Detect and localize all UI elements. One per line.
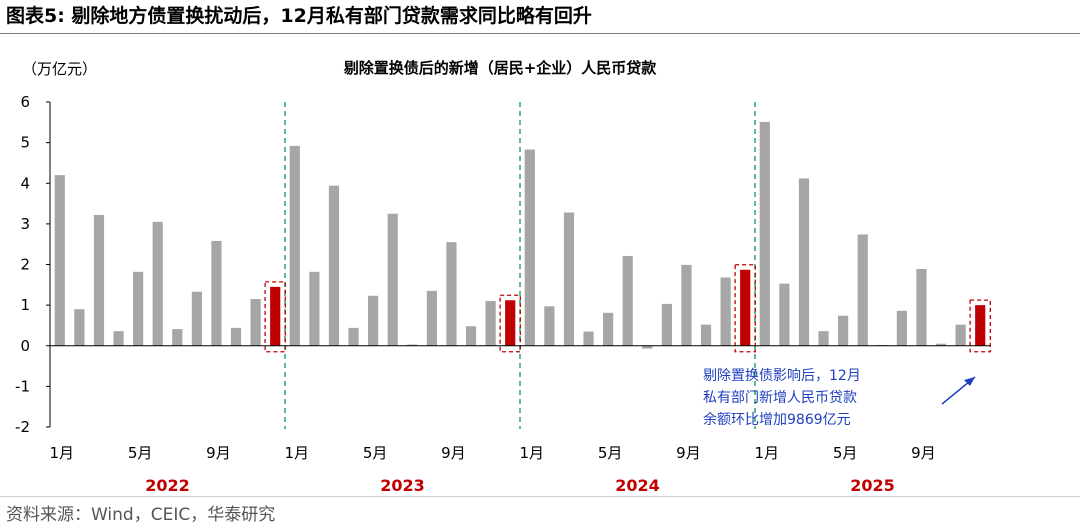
x-tick-label: 5月 (128, 444, 153, 462)
year-label: 2023 (380, 476, 425, 495)
bar (779, 283, 790, 346)
footer-divider (0, 496, 1080, 497)
bar (113, 331, 124, 346)
bar-highlight (505, 300, 516, 346)
bar (896, 310, 907, 346)
y-tick-label: 0 (20, 337, 30, 355)
bar (955, 324, 966, 346)
bar (230, 327, 242, 346)
annotation-arrow-head (964, 377, 975, 386)
annotation-text: 私有部门新增人民币贷款 (703, 390, 857, 406)
bar (563, 212, 575, 346)
x-tick-label: 9月 (441, 444, 466, 462)
bar (485, 301, 496, 346)
chart-title: 剔除置换债后的新增（居民+企业）人民币贷款 (343, 59, 658, 77)
bar (309, 271, 320, 346)
bar (328, 185, 340, 346)
bar (720, 277, 731, 346)
bar (211, 240, 222, 346)
bar (446, 242, 457, 346)
x-tick-label: 5月 (833, 444, 858, 462)
bar (916, 268, 927, 346)
highlight-box (264, 281, 286, 353)
bar (465, 326, 477, 346)
bar-chart: 剔除置换债后的新增（居民+企业）人民币贷款 （万亿元） 6543210-1-2 … (15, 59, 991, 495)
bar (93, 214, 105, 346)
y-tick-label: 2 (20, 256, 30, 274)
bar-highlight (270, 286, 281, 346)
annotation-text: 剔除置换债影响后，12月 (703, 367, 861, 384)
bar (426, 290, 437, 346)
figure-title: 图表5: 剔除地方债置换扰动后，12月私有部门贷款需求同比略有回升 (6, 5, 592, 27)
year-label: 2022 (145, 476, 190, 495)
x-tick-label: 5月 (363, 444, 388, 462)
bar (661, 303, 672, 346)
bar (524, 149, 535, 346)
x-tick-label: 9月 (206, 444, 231, 462)
bar (172, 329, 183, 346)
bar (407, 344, 418, 346)
year-label: 2025 (850, 476, 895, 495)
bar (133, 271, 144, 346)
bar (935, 343, 947, 346)
highlight-box (499, 294, 521, 353)
bar (642, 345, 653, 349)
bar (74, 309, 85, 346)
annotation-text: 余额环比增加9869亿元 (703, 411, 851, 428)
y-tick-label: 1 (20, 296, 30, 314)
x-tick-label: 1月 (520, 444, 545, 462)
source-note: 资料来源：Wind，CEIC，华泰研究 (6, 505, 276, 525)
bar (681, 264, 692, 346)
bar (700, 324, 712, 346)
bar (759, 121, 770, 346)
bar (583, 331, 594, 346)
bar (250, 299, 261, 346)
bar (544, 306, 555, 346)
y-axis-label: （万亿元） (22, 60, 97, 78)
bar (798, 178, 810, 346)
bar (622, 255, 633, 346)
highlight-box (969, 299, 991, 353)
y-tick-label: 4 (20, 174, 30, 192)
bar (348, 327, 359, 346)
bar (152, 221, 163, 346)
x-tick-label: 5月 (598, 444, 623, 462)
y-tick-label: -1 (15, 377, 30, 395)
bar-highlight (740, 269, 751, 346)
x-tick-label: 9月 (911, 444, 936, 462)
bar (857, 234, 868, 346)
y-tick-label: 3 (20, 215, 30, 233)
x-tick-label: 1月 (755, 444, 780, 462)
y-tick-label: 6 (20, 93, 30, 111)
x-tick-label: 1月 (50, 444, 75, 462)
bar (603, 312, 614, 346)
bar (191, 291, 202, 346)
x-tick-label: 1月 (285, 444, 310, 462)
x-tick-label: 9月 (676, 444, 701, 462)
y-tick-label: -2 (15, 418, 30, 436)
highlight-box (734, 264, 756, 353)
bar (54, 175, 65, 346)
bar (387, 213, 398, 346)
bar (289, 145, 300, 346)
bar (838, 315, 849, 346)
bar (818, 331, 829, 346)
y-tick-label: 5 (20, 134, 30, 152)
bar (368, 295, 379, 346)
bar-highlight (975, 305, 986, 346)
year-label: 2024 (615, 476, 660, 495)
title-divider (0, 33, 1080, 34)
